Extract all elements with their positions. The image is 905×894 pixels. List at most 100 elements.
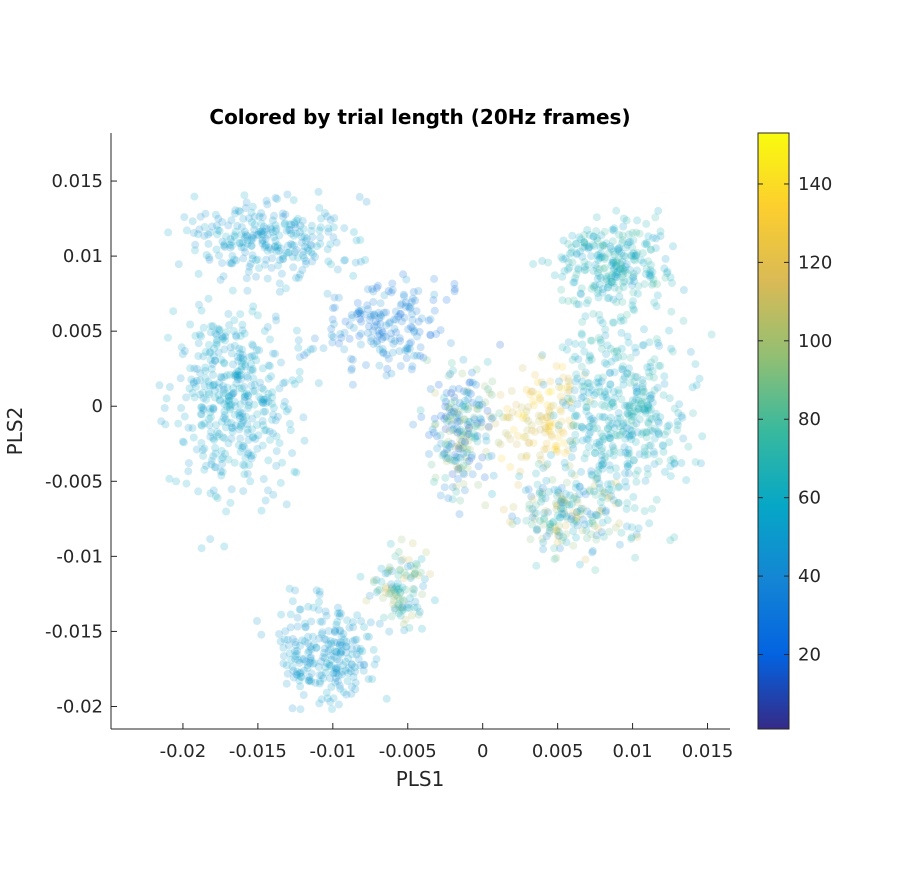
scatter-point: [440, 449, 449, 458]
scatter-point: [274, 261, 283, 270]
scatter-point: [220, 372, 229, 381]
scatter-point: [332, 664, 341, 673]
scatter-point: [333, 609, 342, 618]
scatter-point: [195, 300, 203, 309]
scatter-point: [597, 451, 606, 460]
scatter-point: [607, 400, 616, 409]
scatter-point: [430, 596, 439, 605]
scatter-point: [504, 431, 512, 440]
scatter-point: [247, 241, 256, 250]
scatter-points: [155, 187, 716, 714]
scatter-point: [354, 309, 363, 318]
scatter-point: [654, 417, 662, 426]
scatter-point: [545, 526, 554, 535]
scatter-point: [644, 403, 653, 412]
scatter-point: [473, 432, 482, 440]
scatter-point: [210, 352, 218, 361]
scatter-point: [688, 383, 697, 392]
scatter-point: [578, 252, 587, 261]
scatter-point: [559, 533, 568, 542]
scatter-point: [597, 528, 606, 537]
scatter-point: [455, 441, 464, 450]
scatter-point: [595, 484, 604, 492]
scatter-point: [235, 414, 244, 423]
scatter-point: [395, 334, 404, 343]
scatter-point: [235, 349, 244, 358]
scatter-point: [243, 391, 252, 400]
scatter-point: [405, 604, 414, 612]
scatter-point: [248, 414, 257, 423]
scatter-point: [640, 443, 649, 452]
scatter-point: [561, 490, 570, 498]
scatter-point: [582, 449, 591, 458]
scatter-point: [301, 657, 310, 666]
scatter-point: [530, 401, 538, 410]
scatter-point: [572, 508, 581, 517]
scatter-point: [616, 414, 625, 423]
scatter-point: [598, 413, 607, 422]
scatter-point: [426, 331, 435, 340]
scatter-point: [317, 630, 326, 639]
scatter-point: [592, 388, 600, 397]
scatter-point: [580, 231, 589, 239]
scatter-point: [399, 290, 408, 299]
scatter-point: [438, 451, 447, 460]
scatter-point: [409, 589, 418, 598]
scatter-point: [174, 419, 183, 428]
scatter-point: [471, 432, 480, 441]
scatter-point: [650, 298, 659, 307]
scatter-point: [191, 382, 200, 391]
scatter-point: [282, 679, 291, 688]
scatter-point: [567, 469, 576, 478]
scatter-point: [205, 340, 213, 349]
scatter-point: [204, 377, 213, 386]
scatter-point: [177, 343, 186, 352]
scatter-point: [316, 617, 325, 626]
scatter-point: [264, 486, 272, 495]
scatter-point: [639, 379, 647, 388]
scatter-point: [385, 565, 394, 574]
scatter-point: [388, 583, 397, 592]
scatter-point: [295, 676, 304, 685]
scatter-point: [609, 444, 618, 453]
scatter-point: [206, 432, 215, 441]
scatter-point: [298, 655, 307, 664]
scatter-point: [532, 501, 541, 510]
scatter-point: [336, 330, 345, 338]
scatter-point: [258, 236, 267, 245]
scatter-point: [619, 419, 628, 428]
scatter-point: [576, 289, 585, 298]
scatter-point: [337, 333, 346, 342]
scatter-point: [589, 266, 598, 275]
scatter-point: [564, 265, 572, 274]
scatter-point: [665, 394, 674, 403]
scatter-point: [288, 704, 297, 713]
scatter-point: [307, 226, 316, 235]
scatter-point: [450, 442, 459, 451]
scatter-point: [653, 427, 662, 436]
scatter-point: [659, 442, 668, 450]
scatter-point: [618, 427, 627, 436]
scatter-point: [527, 387, 536, 396]
scatter-point: [627, 426, 636, 435]
scatter-point: [205, 381, 214, 390]
scatter-point: [399, 620, 408, 629]
scatter-point: [592, 439, 601, 447]
scatter-point: [356, 572, 365, 581]
scatter-point: [555, 528, 564, 537]
scatter-point: [246, 260, 255, 268]
scatter-point: [679, 316, 688, 325]
scatter-point: [600, 241, 609, 250]
scatter-point: [237, 365, 246, 374]
scatter-point: [629, 236, 638, 245]
scatter-point: [546, 522, 555, 531]
scatter-point: [467, 389, 475, 398]
scatter-point: [382, 371, 391, 380]
scatter-point: [374, 332, 383, 341]
scatter-point: [335, 681, 344, 690]
scatter-point: [594, 466, 603, 475]
scatter-point: [609, 446, 618, 455]
scatter-point: [301, 622, 310, 631]
scatter-point: [605, 527, 614, 536]
scatter-point: [248, 352, 256, 360]
